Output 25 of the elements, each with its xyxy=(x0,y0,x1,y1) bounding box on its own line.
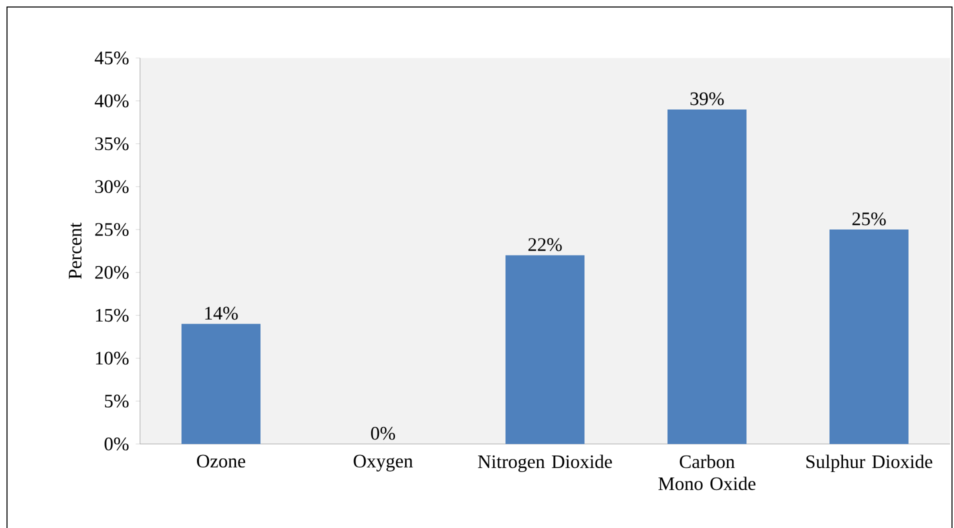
y-tick-label: 30% xyxy=(95,180,129,194)
x-tick-label: Sulphur Dioxide xyxy=(806,454,932,472)
x-tick-label: Oxygen xyxy=(354,454,413,472)
y-tick-label: 15% xyxy=(96,308,129,322)
x-tick-label: Carbon Mono Oxide xyxy=(658,454,756,490)
x-tick-label: Ozone xyxy=(196,454,246,468)
bar xyxy=(668,109,747,444)
y-tick-label: 10% xyxy=(96,352,129,365)
data-label: 22% xyxy=(528,238,562,252)
bar xyxy=(830,230,909,444)
y-tick-label: 45% xyxy=(94,52,129,64)
y-tick-label: 40% xyxy=(94,94,129,108)
x-tick-label: Nitrogen Dioxide xyxy=(478,454,612,472)
y-axis-title: Percent xyxy=(68,222,82,279)
bar xyxy=(506,255,585,444)
y-tick-label: 20% xyxy=(95,266,129,279)
y-tick-label: 5% xyxy=(105,394,129,408)
data-label: 39% xyxy=(690,92,724,106)
data-label: 0% xyxy=(371,426,396,440)
data-label: 14% xyxy=(205,306,238,320)
y-tick-label: 35% xyxy=(95,137,129,150)
y-tick-label: 0% xyxy=(104,438,129,450)
bar xyxy=(182,324,261,444)
y-tick-label: 25% xyxy=(95,223,129,236)
data-label: 25% xyxy=(852,212,886,226)
